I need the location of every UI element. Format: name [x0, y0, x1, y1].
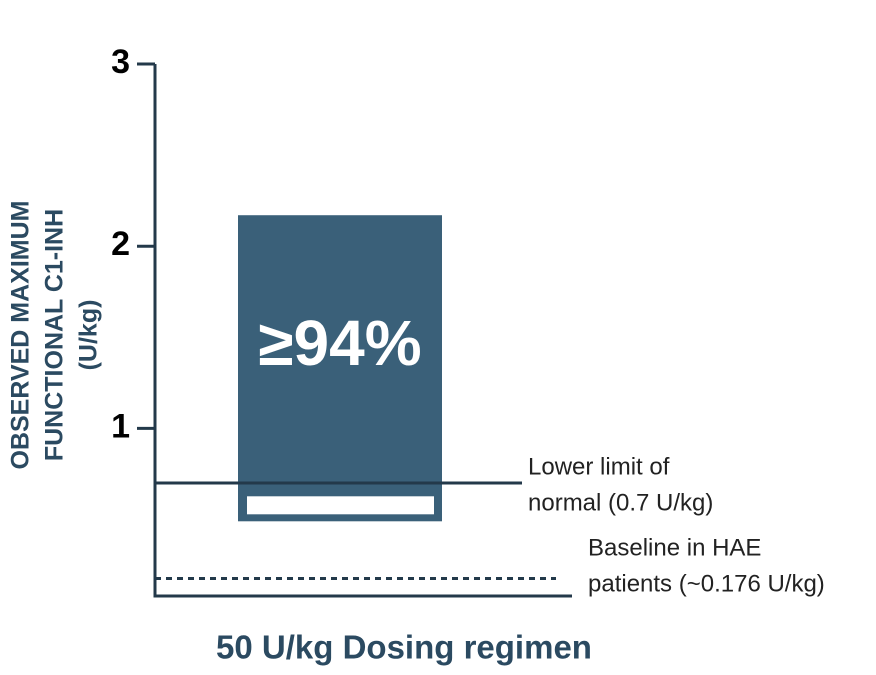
reference-label: Lower limit of	[528, 453, 670, 480]
reference-label: patients (~0.176 U/kg)	[588, 570, 825, 597]
bar	[238, 215, 442, 522]
bar-inner	[247, 496, 434, 515]
y-tick-label: 1	[111, 407, 130, 445]
reference-label: normal (0.7 U/kg)	[528, 489, 713, 516]
x-axis-label: 50 U/kg Dosing regimen	[216, 629, 592, 666]
y-axis-label: OBSERVED MAXIMUM	[7, 200, 35, 469]
y-tick-label: 3	[111, 43, 130, 81]
y-axis-label: FUNCTIONAL C1-INH	[41, 209, 69, 461]
reference-label: Baseline in HAE	[588, 534, 761, 561]
y-axis-label: (U/kg)	[75, 300, 103, 371]
y-tick-label: 2	[111, 225, 130, 263]
bar-label: ≥94%	[258, 307, 421, 379]
